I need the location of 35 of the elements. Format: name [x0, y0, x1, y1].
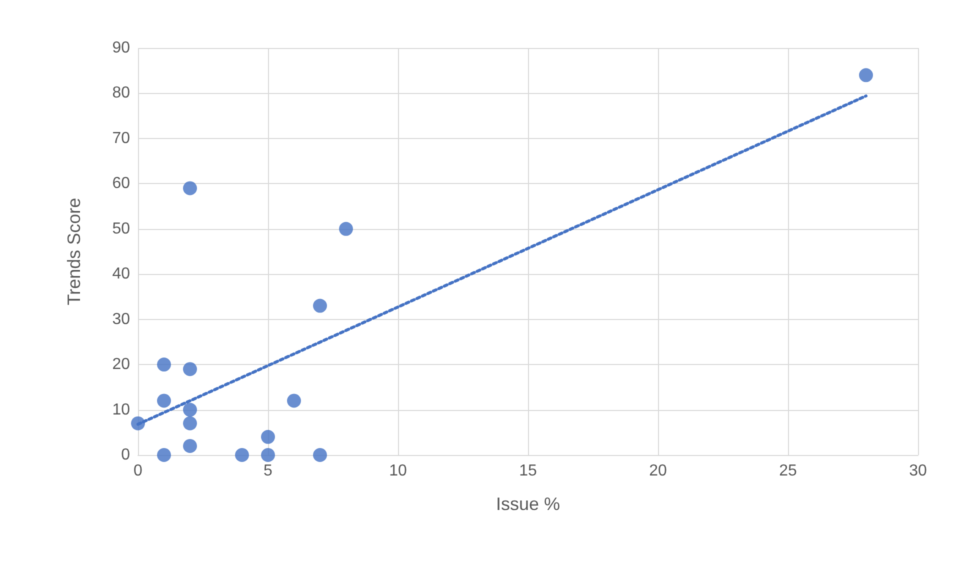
y-tick-label: 50 [112, 220, 130, 238]
y-tick-label: 10 [112, 401, 130, 418]
y-tick-label: 70 [112, 130, 130, 147]
point [235, 448, 249, 462]
y-tick-label: 0 [121, 446, 130, 464]
x-tick-label: 15 [519, 462, 537, 480]
point [261, 448, 275, 462]
x-tick-label: 5 [264, 462, 273, 480]
y-tick-label: 20 [112, 356, 130, 374]
point [313, 448, 327, 462]
point [157, 394, 171, 408]
x-tick-label: 30 [909, 462, 927, 480]
point [183, 438, 197, 453]
point [183, 181, 197, 196]
x-axis-title: Issue % [496, 494, 560, 514]
point [339, 222, 353, 236]
y-tick-label: 80 [112, 84, 130, 102]
point [183, 416, 197, 430]
point [287, 394, 301, 408]
y-tick-label: 90 [112, 40, 130, 56]
point [157, 358, 171, 372]
point [261, 430, 275, 444]
y-axis-title: Trends Score [64, 198, 84, 306]
x-tick-label: 10 [389, 462, 407, 480]
point [183, 402, 197, 417]
point [157, 448, 171, 462]
point [313, 298, 327, 313]
point [183, 362, 197, 376]
y-tick-label: 40 [112, 266, 130, 283]
x-tick-label: 0 [134, 462, 143, 480]
y-tick-label: 30 [112, 310, 130, 328]
x-tick-label: 25 [779, 462, 797, 480]
x-tick-label: 20 [649, 462, 667, 480]
point [859, 68, 873, 82]
y-tick-label: 60 [112, 175, 130, 192]
